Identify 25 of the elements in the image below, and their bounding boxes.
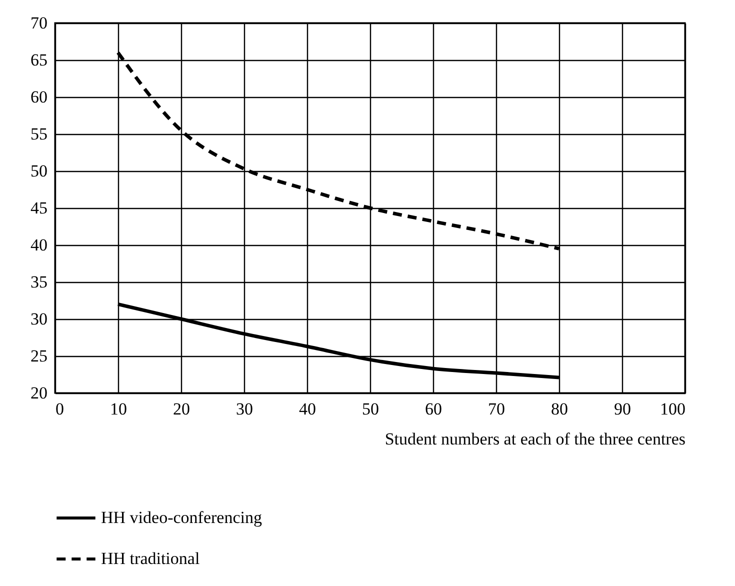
y-tick-label: 30 [30,310,48,328]
y-tick-label: 25 [30,346,48,366]
y-tick-label: 45 [30,198,48,218]
x-tick-label: 70 [488,400,505,418]
y-tick-label: 70 [30,14,48,32]
x-tick-label: 0 [56,400,64,418]
legend-label: HH video-conferencing [101,508,262,527]
y-tick-label: 65 [30,50,48,70]
y-tick-label: 55 [30,124,48,144]
legend-label: HH traditional [101,549,200,568]
x-tick-label: 10 [110,400,127,418]
x-tick-label: 30 [236,400,253,418]
y-tick-label: 50 [30,162,48,180]
x-tick-label: 40 [299,400,316,418]
x-tick-label: 50 [362,400,379,418]
x-axis-title: Student numbers at each of the three centres [384,430,686,448]
y-tick-label: 20 [30,384,48,402]
x-tick-label: 60 [425,400,442,418]
y-tick-label: 40 [30,236,48,254]
x-tick-label: 20 [173,400,190,418]
y-tick-label: 60 [30,88,48,106]
x-tick-label: 80 [551,400,568,418]
x-tick-label: 90 [614,400,631,418]
x-tick-label: 100 [660,400,686,418]
y-tick-label: 35 [30,272,48,292]
